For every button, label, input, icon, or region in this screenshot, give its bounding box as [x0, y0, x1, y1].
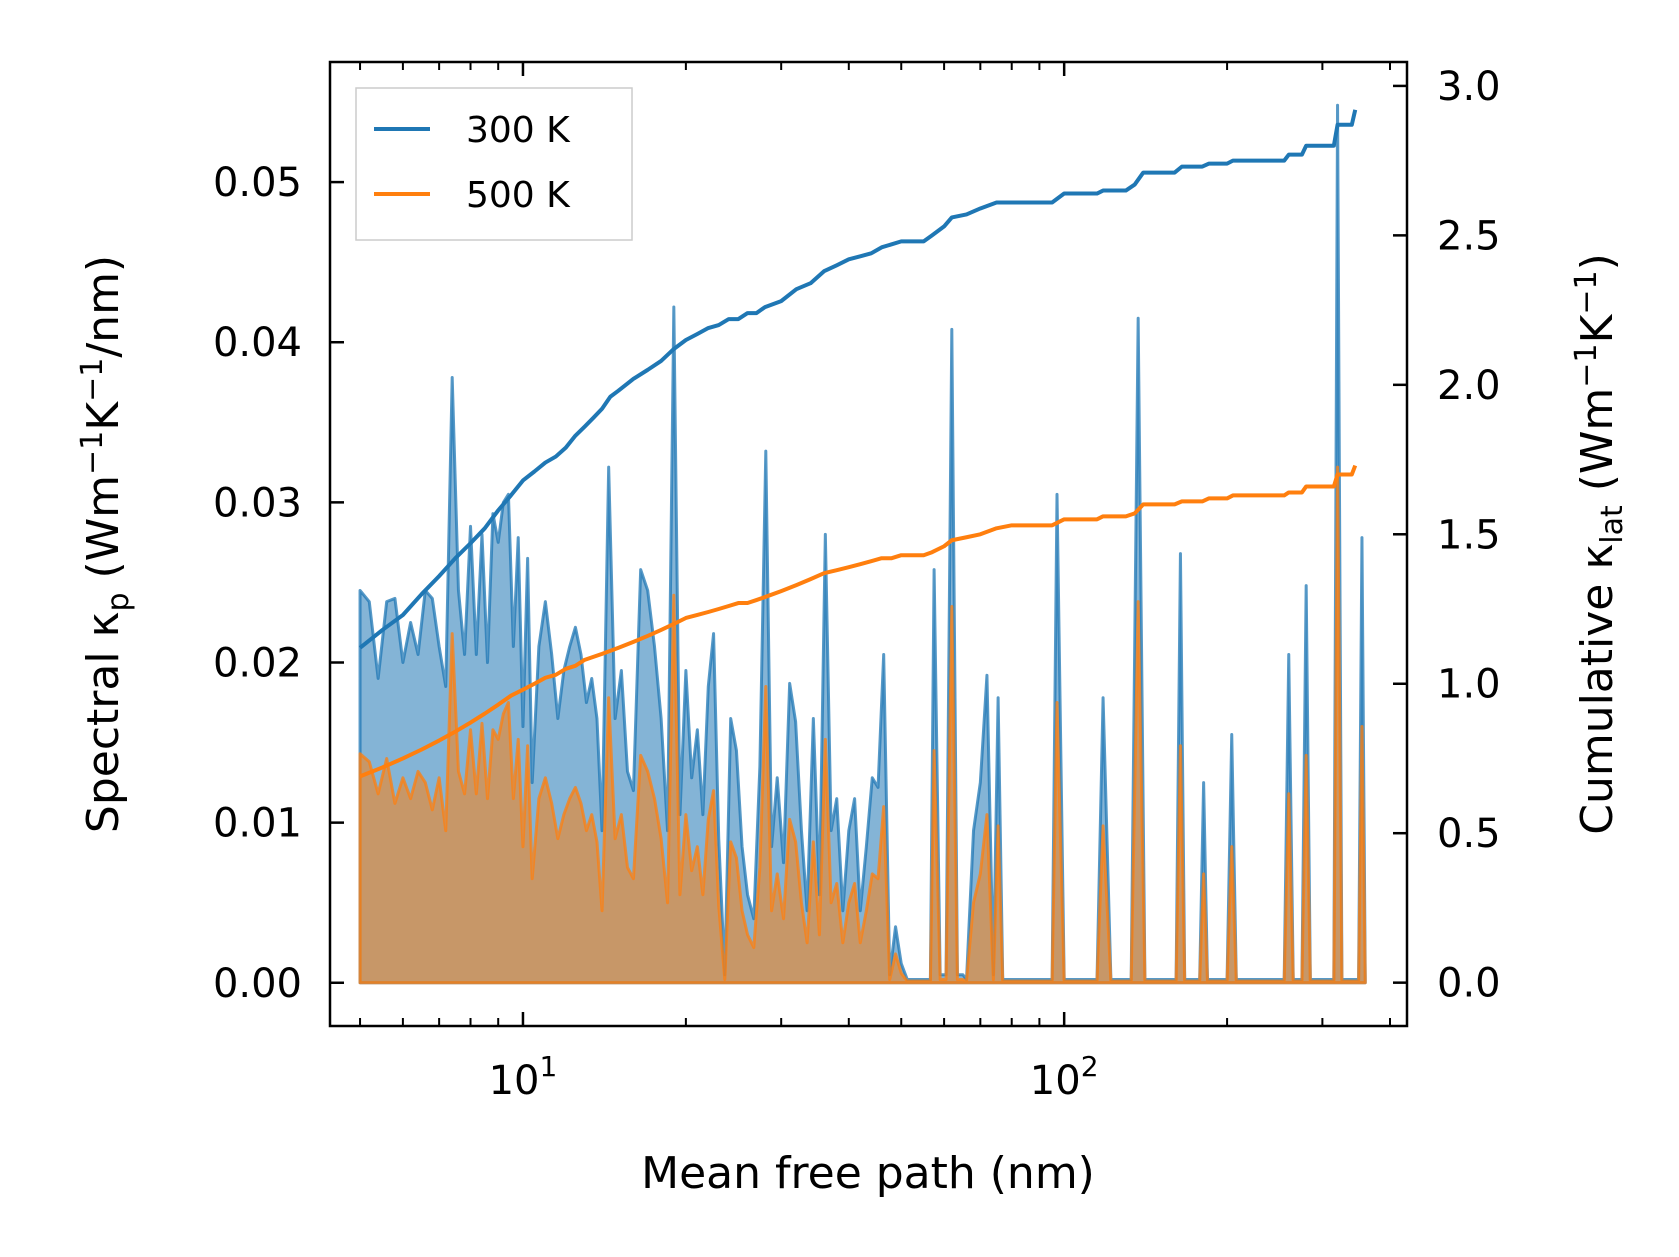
- legend-300k-label: 300 K: [466, 110, 571, 151]
- y-right-label-main: Cumulative κ: [1572, 544, 1623, 835]
- x-tick-label: 101: [489, 1050, 558, 1104]
- y-axis-left: 0.00 0.01 0.02 0.03 0.04 0.05: [213, 160, 344, 1007]
- y-right-label-unit-close: ): [1572, 253, 1623, 270]
- cumulative-line-500k: [359, 464, 1358, 779]
- legend: 300 K 500 K: [355, 87, 633, 241]
- y-right-tick-label: 2.0: [1437, 363, 1501, 409]
- y-right-label-sup1: −1: [1569, 343, 1604, 387]
- spectral-fill-layer: [358, 103, 1367, 985]
- y-axis-right: 0.0 0.5 1.0 1.5 2.0 2.5 3.0: [1393, 64, 1501, 1007]
- y-right-tick-label: 1.5: [1437, 512, 1501, 558]
- y-left-tick-label: 0.02: [213, 640, 302, 686]
- y-axis-left-label: Spectral κp (Wm−1K−1/nm): [75, 255, 136, 833]
- y-left-tick-label: 0.05: [213, 160, 302, 206]
- y-right-label-mid: K: [1572, 313, 1623, 343]
- cumulative-line-300k: [358, 109, 1358, 650]
- y-left-label-sup2: −1: [75, 358, 110, 402]
- y-left-tick-label: 0.04: [213, 320, 302, 366]
- y-left-label-mid: K: [78, 401, 129, 431]
- y-left-label-unit-close: /nm): [78, 255, 129, 358]
- y-left-label-sup1: −1: [75, 431, 110, 475]
- y-right-label-sup2: −1: [1569, 270, 1604, 314]
- x-tick-exponent: 1: [540, 1050, 558, 1083]
- y-right-tick-label: 3.0: [1437, 64, 1501, 110]
- cumulative-line-layer: [358, 109, 1358, 779]
- x-axis-label: Mean free path (nm): [641, 1148, 1095, 1199]
- y-right-label-unit-open: (Wm: [1572, 388, 1623, 506]
- spectral-area-500k: [358, 465, 1367, 985]
- y-left-tick-label: 0.03: [213, 480, 302, 526]
- x-axis: 101 102: [359, 62, 1392, 1104]
- legend-box: [355, 87, 633, 241]
- y-right-tick-label: 1.0: [1437, 662, 1501, 708]
- x-tick-base: 10: [489, 1058, 540, 1104]
- y-right-label-sub: lat: [1595, 505, 1630, 544]
- y-left-label-unit-open: (Wm: [78, 475, 129, 593]
- y-right-tick-label: 0.0: [1437, 961, 1501, 1007]
- y-right-tick-label: 2.5: [1437, 213, 1501, 259]
- y-left-label-main: Spectral κ: [78, 612, 129, 834]
- x-tick-label: 102: [1030, 1050, 1099, 1104]
- y-left-tick-label: 0.01: [213, 801, 302, 847]
- y-left-label-sub: p: [101, 592, 136, 611]
- y-right-tick-label: 0.5: [1437, 811, 1501, 857]
- x-tick-exponent: 2: [1081, 1050, 1099, 1083]
- y-axis-right-label: Cumulative κlat (Wm−1K−1): [1569, 253, 1630, 835]
- legend-500k-label: 500 K: [466, 175, 571, 216]
- plot-frame: [328, 60, 1409, 1028]
- y-left-tick-label: 0.00: [213, 961, 302, 1007]
- x-tick-base: 10: [1030, 1058, 1081, 1104]
